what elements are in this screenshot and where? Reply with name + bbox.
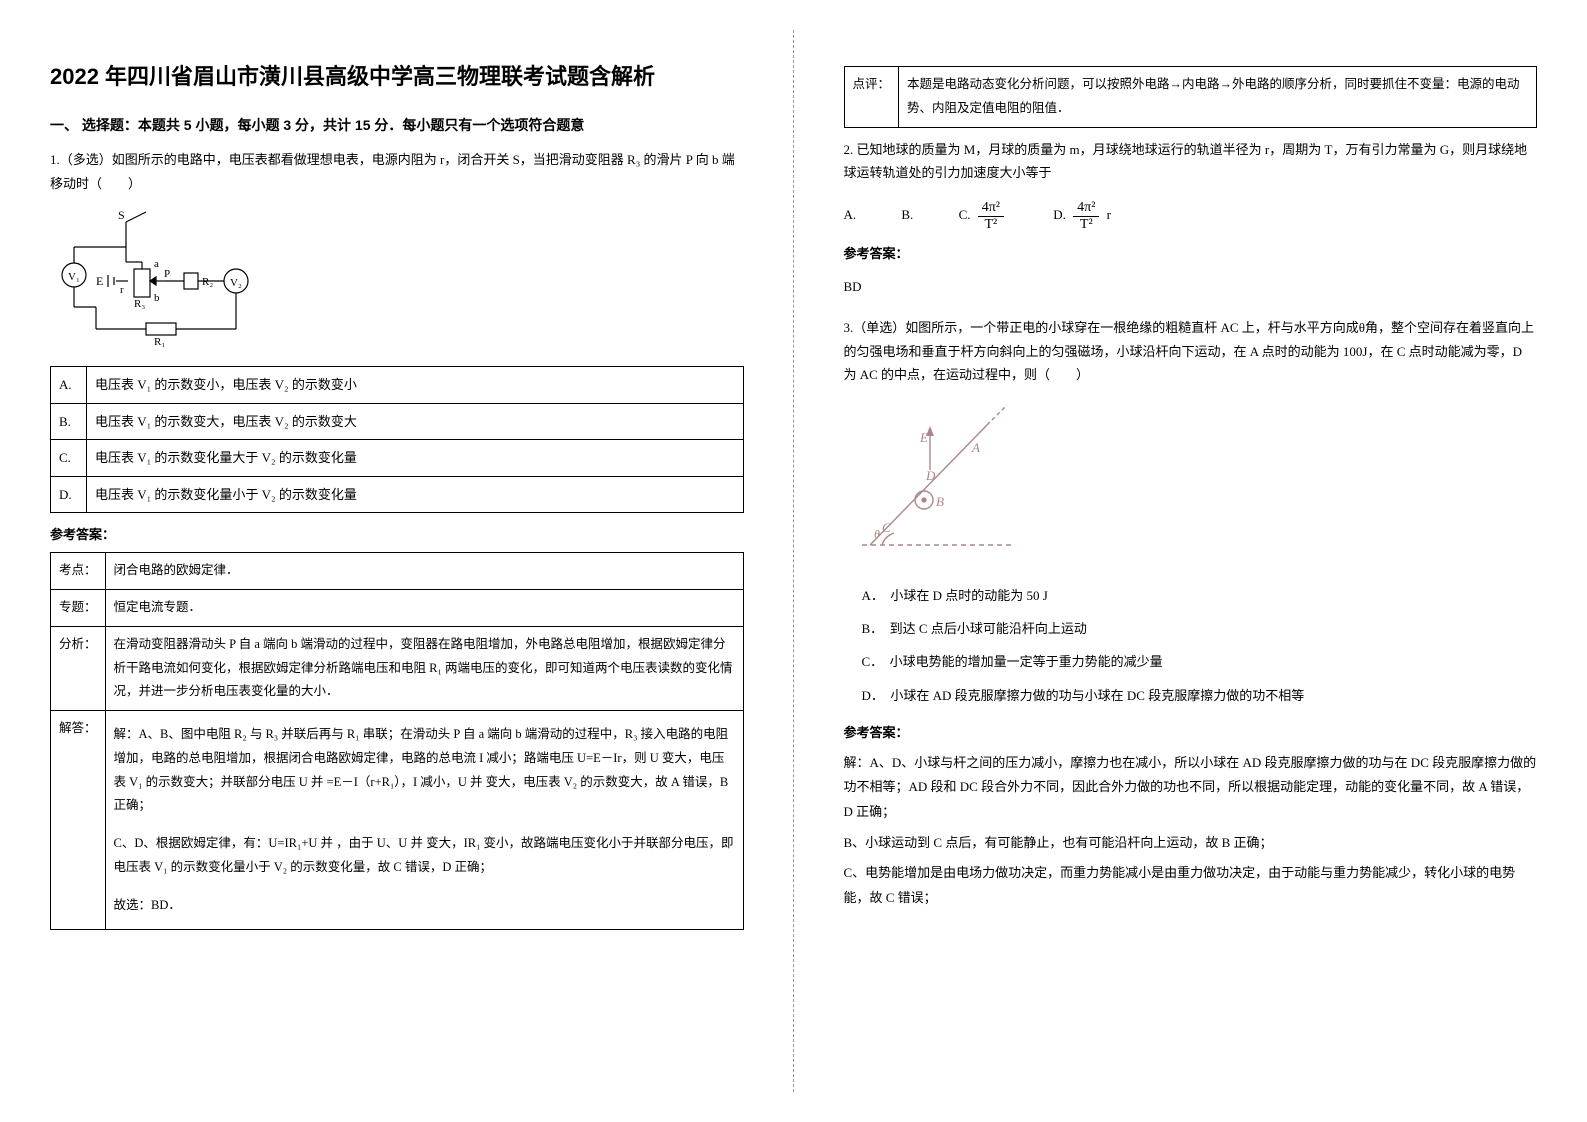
- svg-text:R₂: R₂: [202, 276, 213, 288]
- q1-options-table: A. 电压表 V₁ 的示数变小，电压表 V₂ 的示数变小 B. 电压表 V₁ 的…: [50, 366, 744, 513]
- q1-opt-row: A. 电压表 V₁ 的示数变小，电压表 V₂ 的示数变小: [51, 367, 744, 403]
- q3-opt-d: D． 小球在 AD 段克服摩擦力做的功与小球在 DC 段克服摩擦力做的功不相等: [862, 684, 1538, 707]
- frac-num: 4π²: [1073, 200, 1099, 216]
- q1-opt-row: B. 电压表 V₁ 的示数变大，电压表 V₂ 的示数变大: [51, 403, 744, 439]
- svg-text:V₂: V₂: [230, 277, 242, 289]
- svg-text:E: E: [96, 274, 103, 288]
- section-1-head: 一、 选择题：本题共 5 小题，每小题 3 分，共计 15 分．每小题只有一个选…: [50, 113, 744, 138]
- q2-opt-d-suf: r: [1107, 207, 1111, 222]
- svg-text:B: B: [936, 494, 944, 509]
- q1-ans-head: 参考答案：: [50, 523, 744, 546]
- svg-text:C: C: [882, 520, 891, 535]
- q3-opt-a: A． 小球在 D 点时的动能为 50 J: [862, 584, 1538, 607]
- q2-opt-c-pre: C.: [959, 207, 971, 222]
- kaodian-label: 考点：: [51, 553, 106, 590]
- svg-text:D: D: [925, 468, 936, 483]
- q1-opt-a: 电压表 V₁ 的示数变小，电压表 V₂ 的示数变小: [87, 367, 744, 403]
- q3-diagram: θ E B A D C: [852, 400, 1538, 567]
- jieda-p1: 解：A、B、图中电阻 R₂ 与 R₃ 并联后再与 R₁ 串联；在滑动头 P 自 …: [114, 723, 735, 818]
- q1-opt-d-label: D.: [51, 476, 87, 512]
- jieda-p2: C、D、根据欧姆定律，有：U=IR₁+U 并 ，由于 U、U 并 变大，IR₁ …: [114, 832, 735, 880]
- fenxi-label: 分析：: [51, 626, 106, 710]
- frac-num: 4π²: [978, 200, 1004, 216]
- q3-opt-c: C． 小球电势能的增加量一定等于重力势能的减少量: [862, 650, 1538, 673]
- q2-opt-c: C. 4π² T²: [959, 200, 1008, 232]
- q1-circuit-diagram: S V₁ E r R₃ a b: [56, 207, 744, 354]
- dianping-label: 点评：: [844, 67, 899, 128]
- svg-text:R₃: R₃: [134, 298, 145, 310]
- q1-opt-c-label: C.: [51, 440, 87, 476]
- svg-text:r: r: [120, 284, 124, 296]
- left-column: 2022 年四川省眉山市潢川县高级中学高三物理联考试题含解析 一、 选择题：本题…: [0, 0, 794, 1122]
- q1-explain-table: 考点： 闭合电路的欧姆定律． 专题： 恒定电流专题． 分析： 在滑动变阻器滑动头…: [50, 552, 744, 930]
- q2-opt-a: A.: [844, 203, 857, 226]
- fenxi-text: 在滑动变阻器滑动头 P 自 a 端向 b 端滑动的过程中，变阻器在路电阻增加，外…: [105, 626, 743, 710]
- q1-opt-row: D. 电压表 V₁ 的示数变化量小于 V₂ 的示数变化量: [51, 476, 744, 512]
- q1-dianping-table: 点评： 本题是电路动态变化分析问题，可以按照外电路→内电路→外电路的顺序分析，同…: [844, 66, 1538, 128]
- q1-opt-row: C. 电压表 V₁ 的示数变化量大于 V₂ 的示数变化量: [51, 440, 744, 476]
- kaodian-text: 闭合电路的欧姆定律．: [105, 553, 743, 590]
- q2-answer: BD: [844, 275, 1538, 300]
- q3-sol-p1: 解：A、D、小球与杆之间的压力减小，摩擦力也在减小，所以小球在 AD 段克服摩擦…: [844, 751, 1538, 825]
- q1-opt-b-label: B.: [51, 403, 87, 439]
- jieda-label: 解答：: [51, 711, 106, 930]
- fraction: 4π² T²: [978, 200, 1004, 232]
- q3-sol-p3: C、电势能增加是由电场力做功决定，而重力势能减小是由重力做功决定，由于动能与重力…: [844, 861, 1538, 910]
- svg-text:S: S: [118, 208, 125, 222]
- q1-opt-b: 电压表 V₁ 的示数变大，电压表 V₂ 的示数变大: [87, 403, 744, 439]
- svg-text:R₁: R₁: [154, 336, 165, 347]
- svg-text:E: E: [919, 430, 928, 445]
- q2-opt-d-pre: D.: [1053, 207, 1066, 222]
- fraction: 4π² T²: [1073, 200, 1099, 232]
- zhuanti-text: 恒定电流专题．: [105, 590, 743, 627]
- svg-text:A: A: [971, 440, 980, 455]
- zhuanti-label: 专题：: [51, 590, 106, 627]
- q2-ans-head: 参考答案：: [844, 242, 1538, 265]
- svg-text:V₁: V₁: [68, 271, 80, 283]
- frac-den: T²: [1073, 217, 1099, 232]
- svg-text:a: a: [154, 258, 159, 270]
- jieda-cell: 解：A、B、图中电阻 R₂ 与 R₃ 并联后再与 R₁ 串联；在滑动头 P 自 …: [105, 711, 743, 930]
- q2-opt-d: D. 4π² T² r: [1053, 200, 1111, 232]
- q2-choices: A. B. C. 4π² T² D. 4π² T² r: [844, 200, 1538, 232]
- q1-opt-a-label: A.: [51, 367, 87, 403]
- q3-options: A． 小球在 D 点时的动能为 50 J B． 到达 C 点后小球可能沿杆向上运…: [844, 584, 1538, 708]
- jieda-p3: 故选：BD．: [114, 894, 735, 918]
- frac-den: T²: [978, 217, 1004, 232]
- q2-stem: 2. 已知地球的质量为 M，月球的质量为 m，月球绕地球运行的轨道半径为 r，周…: [844, 138, 1538, 185]
- q1-opt-d: 电压表 V₁ 的示数变化量小于 V₂ 的示数变化量: [87, 476, 744, 512]
- q2-opt-b: B.: [901, 203, 913, 226]
- q1-opt-c: 电压表 V₁ 的示数变化量大于 V₂ 的示数变化量: [87, 440, 744, 476]
- dianping-text: 本题是电路动态变化分析问题，可以按照外电路→内电路→外电路的顺序分析，同时要抓住…: [899, 67, 1537, 128]
- q3-stem: 3.（单选）如图所示，一个带正电的小球穿在一根绝缘的粗糙直杆 AC 上，杆与水平…: [844, 316, 1538, 386]
- q3-ans-head: 参考答案：: [844, 721, 1538, 744]
- right-column: 点评： 本题是电路动态变化分析问题，可以按照外电路→内电路→外电路的顺序分析，同…: [794, 0, 1587, 1122]
- svg-text:θ: θ: [874, 527, 880, 541]
- q3-opt-b: B． 到达 C 点后小球可能沿杆向上运动: [862, 617, 1538, 640]
- q3-sol-p2: B、小球运动到 C 点后，有可能静止，也有可能沿杆向上运动，故 B 正确；: [844, 831, 1538, 856]
- doc-title: 2022 年四川省眉山市潢川县高级中学高三物理联考试题含解析: [50, 60, 744, 93]
- svg-text:P: P: [164, 268, 170, 280]
- q1-stem: 1.（多选）如图所示的电路中，电压表都看做理想电表，电源内阻为 r，闭合开关 S…: [50, 148, 744, 195]
- svg-text:b: b: [154, 292, 160, 304]
